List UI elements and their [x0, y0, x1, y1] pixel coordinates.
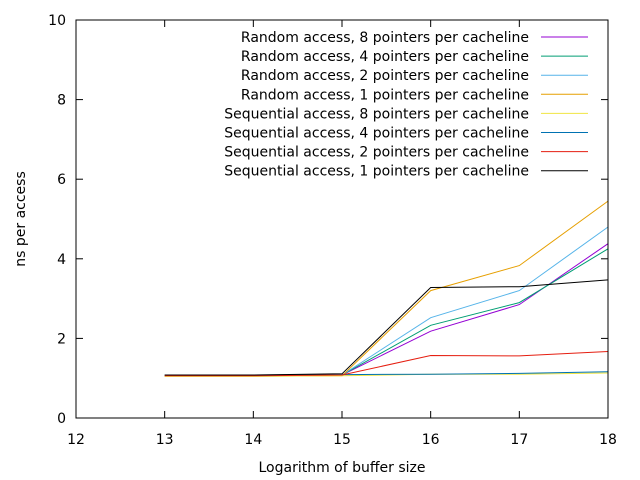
legend-label: Sequential access, 4 pointers per cachel… [224, 126, 529, 142]
series-line-7 [164, 351, 609, 377]
series-line-1 [164, 243, 609, 377]
x-tick-label: 17 [510, 432, 528, 448]
x-axis-label: Logarithm of buffer size [259, 460, 426, 476]
x-tick-label: 12 [67, 432, 85, 448]
legend-label: Random access, 4 pointers per cacheline [241, 49, 529, 65]
y-tick-label: 6 [57, 172, 66, 188]
x-axis: 12 13 14 15 16 17 18 [67, 20, 617, 448]
y-tick-label: 0 [57, 411, 66, 427]
series-line-2 [164, 248, 609, 377]
y-tick-label: 8 [57, 93, 66, 109]
x-tick-label: 14 [244, 432, 262, 448]
y-tick-label: 10 [48, 13, 66, 29]
legend-label: Sequential access, 8 pointers per cachel… [224, 106, 529, 122]
x-tick-label: 16 [422, 432, 440, 448]
legend-label: Random access, 8 pointers per cacheline [241, 30, 529, 46]
y-tick-label: 2 [57, 331, 66, 347]
legend-label: Random access, 2 pointers per cacheline [241, 68, 529, 84]
legend-label: Sequential access, 2 pointers per cachel… [224, 145, 529, 161]
y-axis: 0 2 4 6 8 10 [48, 13, 608, 427]
series-line-8 [164, 279, 609, 376]
y-tick-label: 4 [57, 252, 66, 268]
plot-lines [164, 200, 609, 377]
legend-label: Sequential access, 1 pointers per cachel… [224, 164, 529, 180]
legend: Random access, 8 pointers per cacheline R… [224, 30, 588, 180]
x-tick-label: 13 [156, 432, 174, 448]
x-tick-label: 18 [599, 432, 617, 448]
x-tick-label: 15 [333, 432, 351, 448]
y-axis-label: ns per access [13, 171, 29, 267]
legend-label: Random access, 1 pointers per cacheline [241, 87, 529, 103]
